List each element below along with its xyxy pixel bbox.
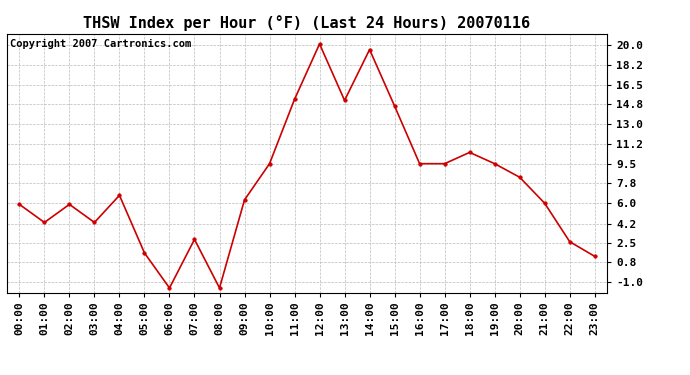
Text: Copyright 2007 Cartronics.com: Copyright 2007 Cartronics.com [10, 39, 191, 49]
Title: THSW Index per Hour (°F) (Last 24 Hours) 20070116: THSW Index per Hour (°F) (Last 24 Hours)… [83, 15, 531, 31]
